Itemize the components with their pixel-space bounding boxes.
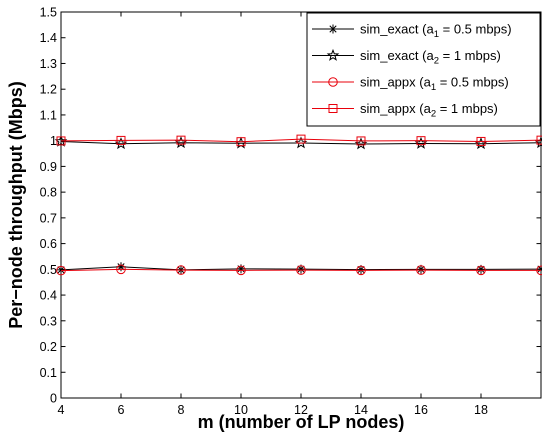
y-tick-label: 1.1 [40,108,57,122]
legend-subscript: 1 [431,82,436,93]
legend-label: sim_exact (a1 = 0.5 mbps) [360,22,512,41]
legend-item: sim_exact (a1 = 0.5 mbps) [312,22,512,41]
y-tick-label: 0.2 [40,340,57,354]
y-tick-label: 0.1 [40,366,57,380]
x-axis-title: m (number of LP nodes) [198,412,405,432]
x-tick-label: 14 [354,403,368,417]
legend-item: sim_appx (a1 = 0.5 mbps) [312,75,509,94]
x-tick-label: 6 [118,403,125,417]
square-marker [176,135,186,145]
x-tick-label: 4 [58,403,65,417]
series-4 [56,134,542,147]
series-layer [54,134,542,276]
y-tick-label: 0.7 [40,211,57,225]
axis-ticks: 0 0.1 0.2 0.3 0.4 0.5 0.6 0.7 0.8 0.9 1 1.1 1.2 1.3 1.… [40,6,541,417]
y-tick-label: 0.9 [40,160,57,174]
circle-marker [296,265,306,275]
square-marker [416,136,426,146]
legend-text-prefix: sim_exact (a [360,48,434,63]
legend-label: sim_appx (a1 = 0.5 mbps) [360,75,509,94]
circle-marker [236,265,246,276]
square-marker [328,104,338,113]
legend-text-suffix: = 1 mbps) [439,48,501,63]
legend-subscript: 1 [434,29,439,40]
x-tick-label: 10 [234,403,248,417]
legend-label: sim_exact (a2 = 1 mbps) [360,48,501,67]
asterisk-marker [56,265,66,275]
y-tick-label: 0.3 [40,314,57,328]
square-marker [536,135,542,145]
y-axis-title: Per−node throughput (Mbps) [6,81,26,328]
legend-subscript: 2 [431,109,436,120]
legend-item: sim_appx (a2 = 1 mbps) [312,101,498,120]
circle-marker [416,265,426,275]
y-tick-label: 1 [50,134,57,148]
x-tick-label: 18 [474,403,488,417]
square-marker [56,136,66,146]
legend-text-prefix: sim_appx (a [360,101,432,116]
square-marker [116,135,126,145]
x-tick-label: 16 [414,403,428,417]
y-tick-label: 1.2 [40,83,57,97]
y-tick-label: 0.6 [40,237,57,251]
legend-label: sim_appx (a2 = 1 mbps) [360,101,498,120]
y-tick-label: 0.4 [40,289,57,303]
legend: sim_exact (a1 = 0.5 mbps)sim_exact (a2 =… [306,12,541,127]
y-tick-label: 1.3 [40,57,57,71]
legend-box [306,12,541,127]
star-marker [326,48,340,61]
square-marker [476,136,486,146]
legend-text-suffix: = 0.5 mbps) [439,22,512,37]
circle-marker [328,77,338,87]
circle-marker [116,264,126,275]
legend-subscript: 2 [434,56,439,67]
asterisk-marker [296,264,306,274]
y-tick-label: 0 [50,392,57,406]
circle-marker [536,265,542,276]
y-tick-label: 0.8 [40,186,57,200]
legend-text-suffix: = 0.5 mbps) [436,75,509,90]
circle-marker [56,265,66,276]
x-tick-label: 8 [178,403,185,417]
square-marker [296,134,306,144]
asterisk-marker [328,24,338,34]
legend-text-prefix: sim_exact (a [360,22,434,37]
series-line [60,138,542,143]
legend-text-prefix: sim_appx (a [360,75,432,90]
asterisk-marker [356,265,366,275]
square-marker [236,137,246,147]
circle-marker [176,265,186,275]
asterisk-marker [416,264,426,274]
y-tick-label: 1.4 [40,31,57,45]
x-tick-label: 12 [294,403,308,417]
legend-text-suffix: = 1 mbps) [436,101,498,116]
series-line [60,268,541,272]
y-tick-label: 1.5 [40,6,57,20]
circle-marker [476,265,486,276]
square-marker [356,136,366,146]
series-3 [56,264,542,276]
legend-item: sim_exact (a2 = 1 mbps) [312,48,501,67]
y-tick-label: 0.5 [40,263,57,277]
circle-marker [356,265,366,276]
